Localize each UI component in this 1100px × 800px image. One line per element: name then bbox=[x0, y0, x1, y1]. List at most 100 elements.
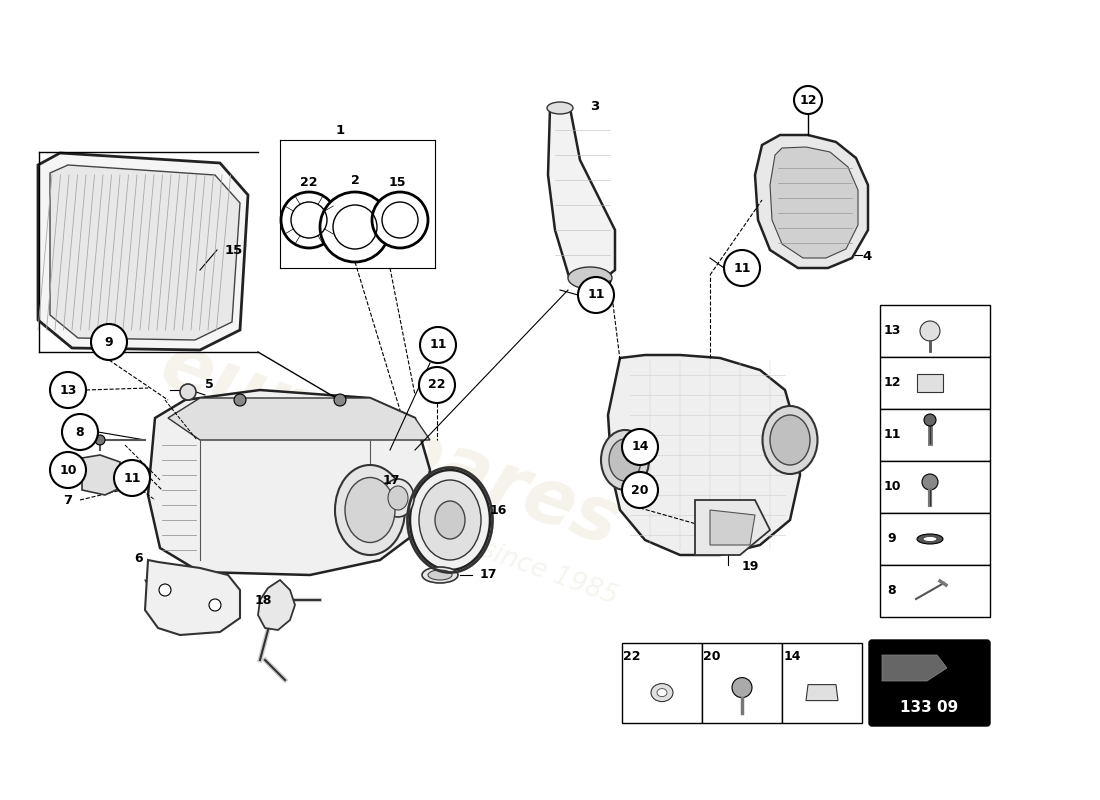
FancyBboxPatch shape bbox=[880, 461, 990, 513]
Text: 12: 12 bbox=[883, 377, 901, 390]
FancyBboxPatch shape bbox=[782, 643, 862, 723]
Circle shape bbox=[180, 384, 196, 400]
Polygon shape bbox=[695, 500, 770, 555]
Circle shape bbox=[160, 584, 170, 596]
Text: 17: 17 bbox=[480, 569, 497, 582]
Text: 16: 16 bbox=[490, 503, 507, 517]
Text: 3: 3 bbox=[590, 101, 600, 114]
Text: 9: 9 bbox=[104, 335, 113, 349]
Polygon shape bbox=[168, 398, 430, 440]
FancyBboxPatch shape bbox=[702, 643, 782, 723]
Text: 11: 11 bbox=[123, 471, 141, 485]
FancyBboxPatch shape bbox=[880, 305, 990, 357]
Text: 18: 18 bbox=[254, 594, 272, 606]
Ellipse shape bbox=[410, 470, 490, 570]
Circle shape bbox=[234, 394, 246, 406]
Text: 20: 20 bbox=[631, 483, 649, 497]
Circle shape bbox=[578, 277, 614, 313]
Text: 14: 14 bbox=[631, 441, 649, 454]
Text: 10: 10 bbox=[59, 463, 77, 477]
Text: 133 09: 133 09 bbox=[901, 701, 958, 715]
Circle shape bbox=[621, 429, 658, 465]
Text: 22: 22 bbox=[428, 378, 446, 391]
Text: 1: 1 bbox=[336, 123, 344, 137]
Circle shape bbox=[50, 372, 86, 408]
Circle shape bbox=[209, 599, 221, 611]
Text: 11: 11 bbox=[883, 429, 901, 442]
Text: a passion for parts since 1985: a passion for parts since 1985 bbox=[239, 450, 622, 610]
Text: 8: 8 bbox=[888, 585, 896, 598]
Ellipse shape bbox=[434, 501, 465, 539]
Circle shape bbox=[50, 452, 86, 488]
Circle shape bbox=[91, 324, 127, 360]
Circle shape bbox=[320, 192, 390, 262]
Text: 13: 13 bbox=[59, 383, 77, 397]
Text: 9: 9 bbox=[888, 533, 896, 546]
Ellipse shape bbox=[568, 267, 612, 289]
FancyBboxPatch shape bbox=[869, 640, 990, 726]
Polygon shape bbox=[770, 147, 858, 258]
Ellipse shape bbox=[917, 534, 943, 544]
Ellipse shape bbox=[345, 478, 395, 542]
Text: 22: 22 bbox=[300, 175, 318, 189]
Circle shape bbox=[732, 678, 752, 698]
Polygon shape bbox=[82, 455, 120, 495]
Polygon shape bbox=[608, 355, 800, 555]
Ellipse shape bbox=[609, 439, 641, 481]
Circle shape bbox=[621, 472, 658, 508]
Text: 22: 22 bbox=[624, 650, 640, 663]
Ellipse shape bbox=[428, 570, 452, 580]
Text: 8: 8 bbox=[76, 426, 85, 438]
Circle shape bbox=[924, 414, 936, 426]
Polygon shape bbox=[145, 560, 240, 635]
Polygon shape bbox=[806, 685, 838, 701]
Text: 19: 19 bbox=[741, 560, 759, 573]
Circle shape bbox=[419, 367, 455, 403]
Polygon shape bbox=[258, 580, 295, 630]
Ellipse shape bbox=[382, 479, 414, 517]
Ellipse shape bbox=[419, 480, 481, 560]
Ellipse shape bbox=[657, 689, 667, 697]
Text: 5: 5 bbox=[205, 378, 213, 391]
FancyBboxPatch shape bbox=[880, 565, 990, 617]
Circle shape bbox=[334, 394, 346, 406]
Text: 17: 17 bbox=[383, 474, 400, 486]
Text: 6: 6 bbox=[134, 551, 143, 565]
Polygon shape bbox=[755, 135, 868, 268]
Text: 20: 20 bbox=[703, 650, 720, 663]
FancyBboxPatch shape bbox=[621, 643, 702, 723]
Polygon shape bbox=[548, 108, 615, 290]
Text: 11: 11 bbox=[429, 338, 447, 351]
Text: 10: 10 bbox=[883, 481, 901, 494]
Ellipse shape bbox=[422, 567, 458, 583]
Text: 2: 2 bbox=[351, 174, 360, 186]
Ellipse shape bbox=[770, 415, 810, 465]
Text: 15: 15 bbox=[226, 243, 243, 257]
Text: 11: 11 bbox=[734, 262, 750, 274]
Circle shape bbox=[95, 435, 104, 445]
Polygon shape bbox=[50, 165, 240, 340]
Circle shape bbox=[62, 414, 98, 450]
Polygon shape bbox=[39, 153, 248, 350]
Text: 13: 13 bbox=[883, 325, 901, 338]
Circle shape bbox=[922, 474, 938, 490]
FancyBboxPatch shape bbox=[880, 409, 990, 461]
Text: 7: 7 bbox=[64, 494, 73, 506]
Ellipse shape bbox=[651, 683, 673, 702]
Polygon shape bbox=[710, 510, 755, 545]
Ellipse shape bbox=[923, 537, 937, 542]
FancyBboxPatch shape bbox=[880, 357, 990, 409]
Circle shape bbox=[724, 250, 760, 286]
Circle shape bbox=[920, 321, 940, 341]
FancyBboxPatch shape bbox=[917, 374, 943, 392]
Circle shape bbox=[420, 327, 456, 363]
Text: 12: 12 bbox=[800, 94, 816, 106]
Text: 11: 11 bbox=[587, 289, 605, 302]
Ellipse shape bbox=[336, 465, 405, 555]
Ellipse shape bbox=[762, 406, 817, 474]
Ellipse shape bbox=[601, 430, 649, 490]
Circle shape bbox=[794, 86, 822, 114]
Text: 4: 4 bbox=[862, 250, 871, 263]
Circle shape bbox=[372, 192, 428, 248]
Circle shape bbox=[280, 192, 337, 248]
